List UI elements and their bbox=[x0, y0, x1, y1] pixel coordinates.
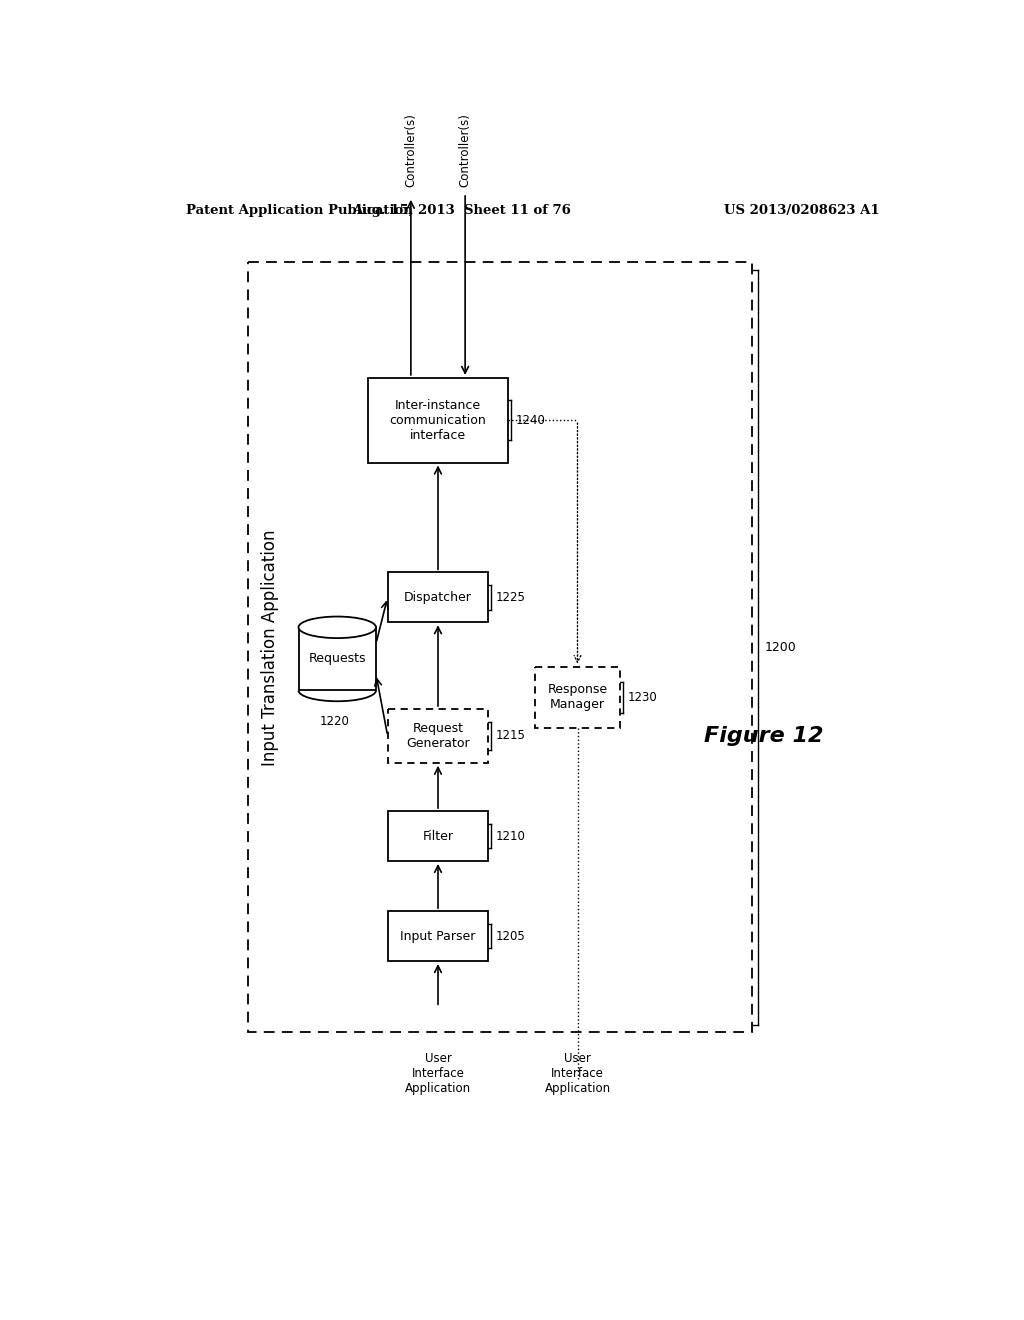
Bar bbox=[248, 263, 752, 1032]
Bar bbox=[299, 627, 376, 690]
Text: User
Interface
Application: User Interface Application bbox=[404, 1052, 471, 1094]
Text: 1220: 1220 bbox=[319, 715, 349, 729]
Text: Aug. 15, 2013  Sheet 11 of 76: Aug. 15, 2013 Sheet 11 of 76 bbox=[352, 205, 570, 218]
Text: Filter: Filter bbox=[423, 829, 454, 842]
Text: Figure 12: Figure 12 bbox=[703, 726, 823, 746]
Text: Request
Generator: Request Generator bbox=[407, 722, 470, 750]
Text: 1215: 1215 bbox=[496, 730, 526, 742]
Bar bbox=[388, 810, 488, 861]
Text: User
Interface
Application: User Interface Application bbox=[545, 1052, 610, 1094]
Text: Dispatcher: Dispatcher bbox=[404, 591, 472, 603]
Text: Input Translation Application: Input Translation Application bbox=[261, 529, 279, 766]
Text: Controller(s): Controller(s) bbox=[459, 114, 472, 187]
Text: Inter-instance
communication
interface: Inter-instance communication interface bbox=[389, 399, 486, 442]
Text: 1240: 1240 bbox=[515, 413, 546, 426]
Text: 1200: 1200 bbox=[764, 640, 796, 653]
Bar bbox=[388, 709, 488, 763]
Bar bbox=[535, 667, 621, 729]
Text: Input Parser: Input Parser bbox=[400, 929, 476, 942]
Bar bbox=[369, 378, 508, 462]
Text: Response
Manager: Response Manager bbox=[548, 684, 607, 711]
Text: 1225: 1225 bbox=[496, 591, 526, 603]
Text: 1210: 1210 bbox=[496, 829, 526, 842]
Text: 1205: 1205 bbox=[496, 929, 526, 942]
Bar bbox=[388, 573, 488, 622]
Bar bbox=[388, 911, 488, 961]
Text: 1230: 1230 bbox=[628, 690, 657, 704]
Text: US 2013/0208623 A1: US 2013/0208623 A1 bbox=[724, 205, 880, 218]
Text: Patent Application Publication: Patent Application Publication bbox=[186, 205, 413, 218]
Text: Requests: Requests bbox=[308, 652, 366, 665]
Ellipse shape bbox=[299, 616, 376, 638]
Text: Controller(s): Controller(s) bbox=[404, 114, 418, 187]
